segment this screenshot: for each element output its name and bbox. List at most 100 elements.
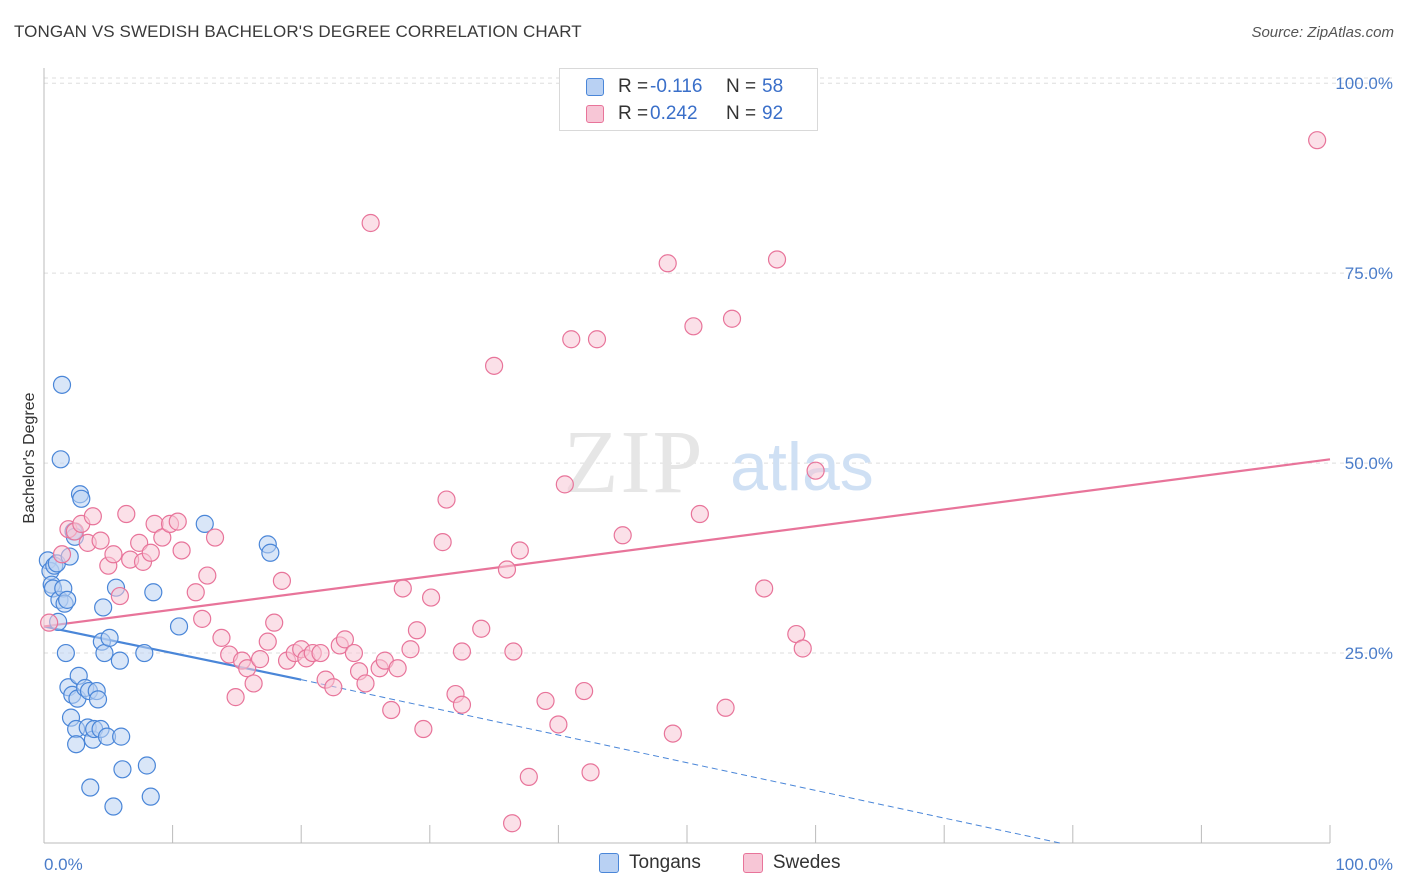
swedes-point: [356, 674, 375, 693]
watermark-atlas: atlas: [730, 429, 874, 505]
swedes-point: [52, 545, 72, 564]
swedes-point: [767, 250, 787, 269]
swedes-point: [510, 541, 529, 560]
swedes-point: [519, 767, 538, 786]
swedes-point: [806, 461, 825, 480]
swedes-point: [663, 724, 682, 743]
legend-n-value: 58: [762, 76, 784, 97]
tongans-point: [261, 543, 280, 562]
legend-swatch-tongans: [586, 78, 604, 96]
legend-r-label: R =: [618, 76, 649, 97]
legend-label-swedes: Swedes: [772, 852, 841, 873]
y-tick-label: 25.0%: [1345, 644, 1393, 663]
swedes-point: [658, 254, 677, 273]
swedes-point: [716, 698, 735, 717]
swedes-point: [755, 579, 774, 598]
swedes-point: [433, 533, 452, 552]
swedes-point: [110, 586, 129, 606]
legend-n-label: N =: [726, 76, 757, 97]
swedes-point: [549, 715, 568, 734]
stats-legend: R = -0.116 N = 58 R = 0.242 N = 92: [559, 68, 818, 131]
swedes-point: [504, 642, 523, 661]
legend-row-tongans: R = -0.116 N = 58: [586, 75, 783, 99]
swedes-point: [452, 695, 472, 714]
swedes-point: [168, 512, 187, 531]
legend-swatch-swedes: [742, 853, 763, 873]
swedes-point: [91, 531, 110, 550]
swedes-point: [497, 560, 517, 579]
tongans-trendline-extension: [301, 679, 1061, 844]
x-tick-label: 0.0%: [44, 855, 83, 874]
swedes-point: [265, 613, 284, 632]
tick-layer: 25.0% 50.0% 75.0% 100.0% 0.0% 100.0%: [44, 74, 1393, 874]
y-tick-label: 50.0%: [1345, 454, 1393, 473]
swedes-point: [272, 571, 292, 590]
swedes-point: [40, 613, 59, 632]
tongans-point: [58, 590, 77, 609]
tongans-point: [56, 643, 75, 663]
swedes-point: [555, 475, 574, 494]
tongans-point: [81, 778, 100, 797]
tongans-point: [88, 690, 108, 709]
swedes-point: [258, 632, 277, 651]
swedes-point: [503, 814, 522, 833]
tongans-point: [113, 760, 132, 779]
swedes-point: [382, 700, 401, 720]
tongans-trendline: [43, 625, 302, 681]
swedes-point: [1308, 131, 1327, 150]
swedes-point: [437, 490, 456, 509]
swedes-point: [186, 583, 205, 602]
swedes-point: [690, 504, 709, 524]
swedes-point: [407, 621, 427, 640]
y-axis-label: Bachelor's Degree: [21, 392, 38, 523]
swedes-point: [226, 688, 245, 707]
tongans-point: [169, 617, 189, 636]
swedes-point: [581, 763, 600, 782]
legend-r-label: R =: [618, 103, 649, 124]
swedes-point: [335, 630, 355, 649]
tongans-point: [112, 727, 131, 746]
y-tick-label: 75.0%: [1345, 264, 1393, 283]
swedes-point: [472, 619, 491, 638]
point-layer: [38, 131, 1327, 833]
legend-n-value: 92: [762, 103, 784, 124]
swedes-point: [536, 691, 555, 711]
swedes-point: [172, 541, 191, 560]
swedes-point: [793, 639, 812, 658]
tongans-point: [137, 756, 156, 775]
swedes-point: [141, 543, 160, 562]
tongans-point: [52, 375, 72, 394]
swedes-point: [587, 330, 607, 349]
source-label: Source: ZipAtlas.com: [1251, 24, 1394, 41]
chart-title: TONGAN VS SWEDISH BACHELOR'S DEGREE CORR…: [14, 22, 582, 41]
swedes-point: [414, 719, 433, 739]
swedes-point: [722, 309, 742, 328]
tongans-point: [135, 643, 154, 663]
swedes-point: [361, 213, 380, 233]
tongans-point: [110, 651, 129, 670]
swedes-point: [575, 681, 594, 701]
legend-row-swedes: R = 0.242 N = 92: [586, 102, 783, 126]
swedes-point: [212, 628, 231, 647]
y-tick-label: 100.0%: [1335, 74, 1393, 93]
legend-item-swedes[interactable]: Swedes: [742, 852, 841, 874]
legend-n-label: N =: [726, 103, 757, 124]
swedes-point: [344, 643, 364, 663]
legend-item-tongans[interactable]: Tongans: [599, 852, 701, 874]
tongans-point: [100, 628, 119, 647]
tongans-point: [94, 598, 113, 617]
swedes-point: [244, 674, 263, 693]
swedes-point: [250, 650, 270, 669]
tongans-point: [72, 489, 91, 508]
tongans-point: [51, 450, 70, 469]
swedes-point: [311, 643, 330, 663]
swedes-point: [324, 678, 343, 697]
swedes-trendline: [43, 458, 1331, 628]
swedes-point: [401, 640, 420, 659]
swedes-point: [562, 330, 581, 349]
swedes-point: [613, 526, 632, 545]
legend-swatch-swedes: [586, 105, 604, 123]
swedes-point: [205, 528, 225, 547]
tongans-point: [141, 787, 160, 806]
tongans-point: [95, 643, 114, 663]
